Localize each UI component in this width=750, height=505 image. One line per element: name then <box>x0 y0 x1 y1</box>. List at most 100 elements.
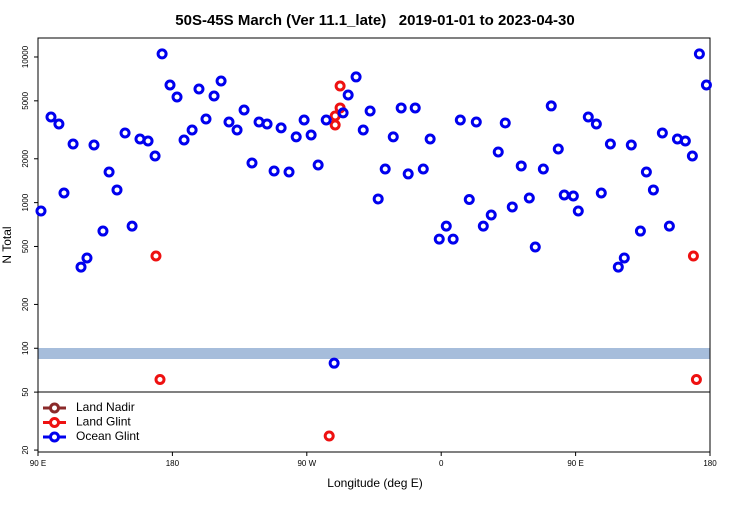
point <box>618 252 630 264</box>
point <box>506 201 518 213</box>
point <box>433 233 445 245</box>
point <box>298 114 310 126</box>
point <box>492 146 504 158</box>
point <box>364 105 376 117</box>
legend-label: Ocean Glint <box>76 429 140 443</box>
point <box>290 131 302 143</box>
point <box>35 205 47 217</box>
point <box>283 166 295 178</box>
point <box>312 159 324 171</box>
point <box>590 118 602 130</box>
legend-label: Land Nadir <box>76 400 135 414</box>
x-tick-label: 90 W <box>297 459 316 468</box>
point <box>67 138 79 150</box>
point <box>477 220 489 232</box>
point <box>328 357 340 369</box>
point <box>119 127 131 139</box>
point <box>186 124 198 136</box>
point <box>612 261 624 273</box>
point <box>342 89 354 101</box>
point <box>409 102 421 114</box>
point <box>97 225 109 237</box>
point <box>149 150 161 162</box>
point <box>424 133 436 145</box>
point <box>323 430 335 442</box>
point <box>75 261 87 273</box>
point <box>88 139 100 151</box>
y-tick-label: 20 <box>21 445 30 454</box>
point <box>523 192 535 204</box>
point <box>463 194 475 206</box>
point <box>268 165 280 177</box>
point <box>582 111 594 123</box>
point <box>111 184 123 196</box>
point <box>679 135 691 147</box>
point <box>552 143 564 155</box>
point <box>150 250 162 262</box>
y-tick-label: 10000 <box>21 45 30 68</box>
point <box>215 75 227 87</box>
point <box>58 187 70 199</box>
point <box>640 166 652 178</box>
legend-marker <box>49 417 60 428</box>
y-tick-label: 500 <box>21 239 30 253</box>
point <box>246 157 258 169</box>
point <box>350 71 362 83</box>
point <box>395 102 407 114</box>
point <box>275 122 287 134</box>
point <box>320 114 332 126</box>
y-tick-label: 1000 <box>21 193 30 211</box>
point <box>164 79 176 91</box>
point <box>558 189 570 201</box>
y-tick-label: 200 <box>21 297 30 311</box>
x-tick-label: 90 E <box>567 459 583 468</box>
point <box>686 150 698 162</box>
point <box>142 135 154 147</box>
point <box>454 114 466 126</box>
point <box>223 116 235 128</box>
point <box>81 252 93 264</box>
point <box>604 138 616 150</box>
y-tick-label: 2000 <box>21 149 30 167</box>
point <box>387 131 399 143</box>
point <box>572 205 584 217</box>
point <box>231 124 243 136</box>
y-tick-label: 50 <box>21 387 30 396</box>
point <box>329 119 341 131</box>
point <box>103 166 115 178</box>
point <box>305 129 317 141</box>
point <box>545 100 557 112</box>
point <box>515 160 527 172</box>
point <box>485 209 497 221</box>
point <box>208 90 220 102</box>
point <box>379 163 391 175</box>
point <box>156 48 168 60</box>
x-tick-label: 180 <box>166 459 180 468</box>
point <box>53 118 65 130</box>
point <box>656 127 668 139</box>
point <box>337 107 349 119</box>
point <box>470 116 482 128</box>
x-tick-label: 0 <box>439 459 444 468</box>
legend-marker <box>49 431 60 443</box>
point <box>334 80 346 92</box>
point <box>447 233 459 245</box>
point <box>261 118 273 130</box>
point <box>663 220 675 232</box>
point <box>687 250 699 262</box>
point <box>126 220 138 232</box>
point <box>647 184 659 196</box>
legend-marker <box>49 402 60 414</box>
point <box>45 111 57 123</box>
point <box>499 117 511 129</box>
point <box>171 91 183 103</box>
y-tick-label: 100 <box>21 341 30 355</box>
point <box>154 374 166 386</box>
point <box>690 374 702 386</box>
point <box>529 241 541 253</box>
point <box>417 163 429 175</box>
point <box>537 163 549 175</box>
point <box>634 225 646 237</box>
point <box>693 48 705 60</box>
